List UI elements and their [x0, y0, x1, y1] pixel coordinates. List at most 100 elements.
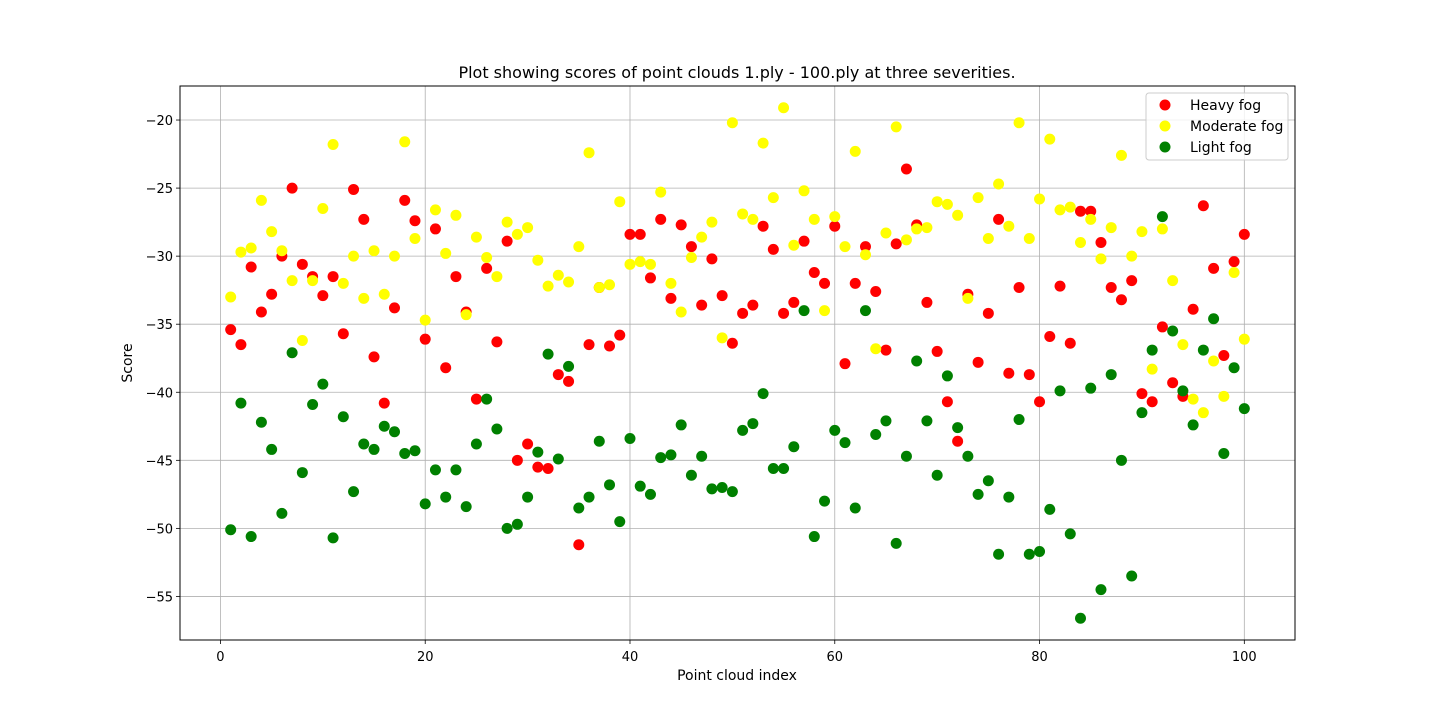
point-light-fog: [552, 453, 564, 465]
point-heavy-fog: [1115, 294, 1127, 306]
point-light-fog: [1136, 407, 1148, 419]
point-light-fog: [1095, 584, 1107, 596]
point-light-fog: [716, 482, 728, 494]
point-moderate-fog: [245, 242, 257, 254]
point-heavy-fog: [1105, 281, 1117, 293]
point-heavy-fog: [255, 306, 267, 318]
point-moderate-fog: [1167, 275, 1179, 287]
point-light-fog: [429, 464, 441, 476]
point-light-fog: [839, 437, 851, 449]
point-light-fog: [644, 488, 656, 500]
point-moderate-fog: [696, 231, 708, 243]
point-light-fog: [542, 348, 554, 360]
point-heavy-fog: [286, 182, 298, 194]
point-light-fog: [1115, 454, 1127, 466]
point-moderate-fog: [716, 332, 728, 344]
point-light-fog: [327, 532, 339, 544]
point-heavy-fog: [675, 219, 687, 231]
point-moderate-fog: [481, 252, 493, 264]
point-moderate-fog: [1085, 213, 1097, 225]
point-moderate-fog: [286, 275, 298, 287]
point-heavy-fog: [1156, 321, 1168, 333]
point-moderate-fog: [1238, 333, 1250, 345]
y-tick-label: −20: [146, 114, 173, 129]
point-heavy-fog: [819, 277, 831, 289]
point-moderate-fog: [778, 102, 790, 114]
point-heavy-fog: [481, 262, 493, 274]
point-light-fog: [307, 399, 319, 411]
point-light-fog: [1126, 570, 1138, 582]
point-moderate-fog: [583, 147, 595, 159]
point-heavy-fog: [440, 362, 452, 374]
point-moderate-fog: [1115, 149, 1127, 161]
point-heavy-fog: [880, 344, 892, 356]
point-moderate-fog: [757, 137, 769, 149]
point-heavy-fog: [1034, 396, 1046, 408]
point-moderate-fog: [573, 241, 585, 253]
point-moderate-fog: [389, 250, 401, 262]
point-moderate-fog: [511, 228, 523, 240]
point-light-fog: [849, 502, 861, 514]
point-heavy-fog: [563, 375, 575, 387]
point-moderate-fog: [931, 196, 943, 208]
point-moderate-fog: [747, 213, 759, 225]
point-light-fog: [1197, 344, 1209, 356]
point-moderate-fog: [1187, 393, 1199, 405]
point-heavy-fog: [429, 223, 441, 235]
point-heavy-fog: [552, 369, 564, 381]
point-moderate-fog: [1218, 390, 1230, 402]
point-light-fog: [1146, 344, 1158, 356]
point-moderate-fog: [358, 292, 370, 304]
point-moderate-fog: [972, 192, 984, 204]
point-light-fog: [419, 498, 431, 510]
point-moderate-fog: [819, 305, 831, 317]
x-tick-label: 80: [1031, 650, 1048, 665]
y-tick-label: −55: [146, 590, 173, 605]
point-light-fog: [1034, 546, 1046, 558]
point-moderate-fog: [327, 139, 339, 151]
point-heavy-fog: [491, 336, 503, 348]
point-heavy-fog: [1197, 200, 1209, 212]
point-heavy-fog: [1013, 281, 1025, 293]
x-axis-label: Point cloud index: [677, 668, 797, 684]
point-moderate-fog: [952, 209, 964, 221]
point-moderate-fog: [522, 222, 534, 234]
point-light-fog: [675, 419, 687, 431]
point-light-fog: [921, 415, 933, 427]
point-moderate-fog: [501, 216, 513, 228]
y-tick-label: −45: [146, 454, 173, 469]
y-tick-label: −40: [146, 386, 173, 401]
point-moderate-fog: [1064, 201, 1076, 213]
point-light-fog: [952, 422, 964, 434]
point-heavy-fog: [1208, 262, 1220, 274]
point-light-fog: [778, 462, 790, 474]
point-moderate-fog: [532, 254, 544, 266]
point-light-fog: [614, 516, 626, 528]
point-moderate-fog: [296, 335, 308, 347]
x-tick-label: 100: [1232, 650, 1257, 665]
point-moderate-fog: [859, 249, 871, 261]
point-heavy-fog: [409, 215, 421, 227]
point-light-fog: [245, 531, 257, 543]
point-light-fog: [563, 360, 575, 372]
point-heavy-fog: [245, 261, 257, 273]
point-moderate-fog: [962, 292, 974, 304]
point-heavy-fog: [757, 220, 769, 232]
point-heavy-fog: [941, 396, 953, 408]
point-light-fog: [1218, 448, 1230, 460]
point-heavy-fog: [890, 238, 902, 250]
y-axis-label: Score: [120, 343, 136, 382]
x-tick-label: 60: [826, 650, 843, 665]
point-light-fog: [788, 441, 800, 453]
point-moderate-fog: [1013, 117, 1025, 129]
point-heavy-fog: [1044, 330, 1056, 342]
point-moderate-fog: [317, 203, 329, 215]
point-moderate-fog: [880, 227, 892, 239]
point-moderate-fog: [1136, 226, 1148, 238]
point-moderate-fog: [470, 231, 482, 243]
point-heavy-fog: [348, 183, 360, 195]
point-moderate-fog: [839, 241, 851, 253]
legend-label-light-fog: Light fog: [1190, 140, 1252, 156]
point-heavy-fog: [542, 462, 554, 474]
point-moderate-fog: [614, 196, 626, 208]
